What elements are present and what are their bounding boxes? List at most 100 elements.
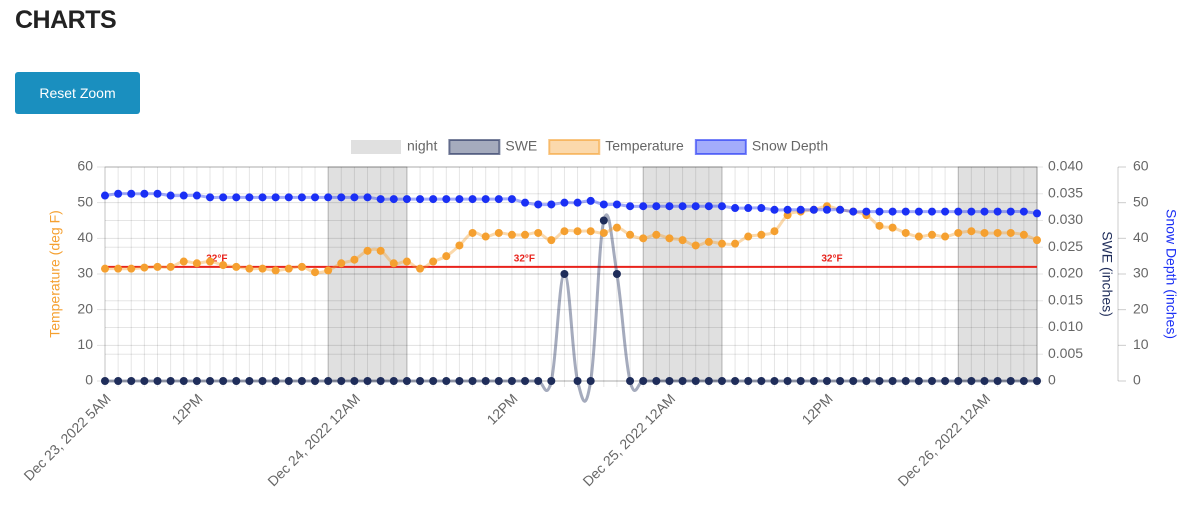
y2-axis-title: SWE (inches) bbox=[1099, 231, 1115, 317]
series-line bbox=[104, 192, 1038, 215]
data-point bbox=[547, 200, 556, 209]
data-point bbox=[481, 232, 490, 241]
data-point bbox=[429, 377, 438, 385]
data-point bbox=[783, 377, 792, 385]
data-point bbox=[836, 377, 845, 385]
data-point bbox=[284, 193, 293, 202]
data-point bbox=[954, 207, 963, 216]
data-point bbox=[652, 377, 661, 385]
data-point bbox=[442, 252, 451, 261]
data-point bbox=[271, 377, 280, 385]
data-point bbox=[534, 377, 543, 385]
y2-tick-label: 0.040 bbox=[1048, 158, 1083, 174]
data-point bbox=[691, 202, 700, 211]
data-point bbox=[140, 377, 149, 385]
data-point bbox=[507, 377, 516, 385]
data-point bbox=[311, 193, 320, 202]
data-point bbox=[888, 223, 897, 232]
data-point bbox=[258, 264, 267, 273]
data-point bbox=[389, 377, 398, 385]
data-point bbox=[796, 377, 805, 385]
data-point bbox=[875, 377, 884, 385]
data-point bbox=[284, 377, 293, 385]
data-point bbox=[1033, 236, 1041, 245]
data-point bbox=[179, 191, 188, 200]
data-point bbox=[376, 246, 385, 255]
series-line bbox=[105, 204, 1038, 274]
data-point bbox=[849, 207, 858, 216]
data-point bbox=[166, 262, 175, 271]
data-point bbox=[350, 255, 359, 264]
data-point bbox=[967, 377, 976, 385]
threshold-label: 32°F bbox=[206, 254, 227, 265]
data-point bbox=[875, 207, 884, 216]
data-point bbox=[494, 377, 503, 385]
y3-tick-label: 30 bbox=[1133, 265, 1149, 281]
data-point bbox=[271, 266, 280, 275]
reset-zoom-button[interactable]: Reset Zoom bbox=[15, 72, 140, 114]
data-point bbox=[665, 202, 674, 211]
data-point bbox=[494, 195, 503, 204]
data-point bbox=[363, 377, 372, 385]
data-point bbox=[258, 377, 267, 385]
data-point bbox=[402, 377, 411, 385]
data-point bbox=[954, 228, 963, 237]
data-point bbox=[311, 377, 320, 385]
data-point bbox=[179, 377, 188, 385]
data-point bbox=[455, 241, 464, 250]
data-point bbox=[914, 377, 923, 385]
data-point bbox=[980, 207, 989, 216]
data-point bbox=[521, 377, 530, 385]
data-point bbox=[350, 377, 359, 385]
x-tick-label: 12PM bbox=[168, 390, 205, 427]
data-point bbox=[1033, 209, 1041, 218]
data-point bbox=[547, 377, 556, 385]
data-point bbox=[166, 191, 175, 200]
data-point bbox=[455, 377, 464, 385]
data-point bbox=[376, 377, 385, 385]
legend-swatch bbox=[548, 139, 601, 155]
data-point bbox=[337, 193, 346, 202]
data-point bbox=[822, 205, 831, 214]
data-point bbox=[993, 377, 1002, 385]
data-point bbox=[888, 207, 897, 216]
data-point bbox=[363, 246, 372, 255]
data-point bbox=[914, 232, 923, 241]
data-point bbox=[1019, 230, 1028, 239]
data-point bbox=[101, 264, 109, 273]
data-point bbox=[1006, 207, 1015, 216]
y3-axis-title: Snow Depth (inches) bbox=[1163, 209, 1179, 339]
data-point bbox=[652, 202, 661, 211]
data-point bbox=[573, 227, 582, 236]
data-point bbox=[757, 230, 766, 239]
data-point bbox=[219, 193, 228, 202]
y2-tick-label: 0.030 bbox=[1048, 211, 1083, 227]
data-point bbox=[442, 195, 451, 204]
data-point bbox=[324, 266, 333, 275]
data-point bbox=[691, 241, 700, 250]
data-point bbox=[337, 259, 346, 268]
y-axis-title: Temperature (deg F) bbox=[47, 210, 63, 338]
data-point bbox=[731, 239, 740, 248]
data-point bbox=[901, 207, 910, 216]
y-tick-label: 10 bbox=[77, 336, 93, 352]
x-tick-label: 12PM bbox=[483, 390, 520, 427]
data-point bbox=[101, 191, 109, 200]
y-tick-label: 20 bbox=[77, 300, 93, 316]
y-tick-label: 50 bbox=[77, 193, 93, 209]
data-point bbox=[429, 195, 438, 204]
data-point bbox=[350, 193, 359, 202]
data-point bbox=[744, 232, 753, 241]
data-point bbox=[376, 195, 385, 204]
data-point bbox=[560, 198, 569, 207]
data-point bbox=[521, 198, 530, 207]
data-point bbox=[494, 228, 503, 237]
data-point bbox=[704, 377, 713, 385]
data-point bbox=[324, 193, 333, 202]
data-point bbox=[1033, 377, 1041, 385]
data-point bbox=[967, 227, 976, 236]
data-point bbox=[442, 377, 451, 385]
data-point bbox=[1019, 377, 1028, 385]
data-point bbox=[560, 270, 569, 278]
data-point bbox=[297, 377, 306, 385]
